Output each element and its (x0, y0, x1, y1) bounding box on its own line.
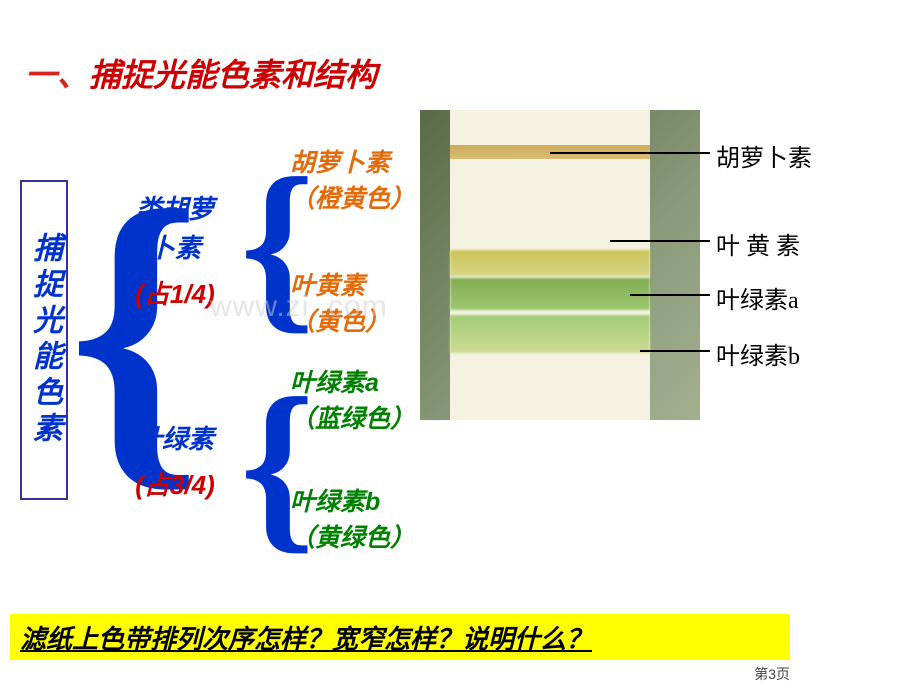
category-fraction-0: (占1/4) (110, 274, 240, 311)
subitem-color-3: （黄绿色） (290, 520, 460, 556)
category-1: 叶绿素 (占3/4) (110, 420, 240, 502)
subitem-3: 叶绿素b（黄绿色） (290, 484, 460, 557)
leader-line-0 (550, 152, 710, 154)
paper-strip (450, 110, 650, 420)
chromatography-image: 胡萝卜素叶 黄 素叶绿素a 叶绿素b (420, 110, 900, 420)
band-label-0: 胡萝卜素 (716, 138, 812, 173)
band-label-1: 叶 黄 素 (716, 226, 800, 261)
category-0: 类胡萝卜素 (占1/4) (110, 190, 240, 311)
category-name-0: 类胡萝卜素 (110, 190, 240, 268)
main-label: 捕捉光能色素 (22, 232, 66, 448)
band-chlorophyll-b (450, 315, 650, 353)
main-label-box: 捕捉光能色素 (20, 180, 68, 500)
leader-line-3 (640, 350, 710, 352)
band-chlorophyll-a (450, 278, 650, 310)
band-label-3: 叶绿素b (716, 336, 800, 371)
leader-line-2 (630, 294, 710, 296)
slide-heading: 一、捕捉光能色素和结构 (25, 50, 377, 96)
category-name-1: 叶绿素 (110, 420, 240, 459)
band-label-2: 叶绿素a (716, 280, 799, 315)
category-fraction-1: (占3/4) (110, 465, 240, 502)
question-text: 滤纸上色带排列次序怎样？宽窄怎样？说明什么？ (20, 619, 592, 656)
question-bar: 滤纸上色带排列次序怎样？宽窄怎样？说明什么？ (10, 614, 790, 660)
heading-text: 捕捉光能色素和结构 (89, 57, 377, 93)
heading-bullet: 一、 (25, 57, 89, 93)
leader-line-1 (610, 240, 710, 242)
band-xanthophyll (450, 250, 650, 276)
page-number: 第3页 (754, 664, 790, 684)
subitem-name-3: 叶绿素b (290, 484, 460, 520)
